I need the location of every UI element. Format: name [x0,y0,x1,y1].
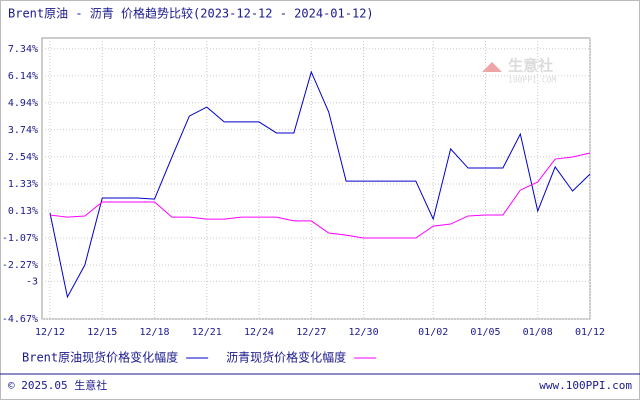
x-tick-label: 12/12 [35,327,65,338]
watermark-brand: 生意社 [508,57,553,75]
x-tick-label: 01/12 [575,327,605,338]
legend-label: 沥青现货价格变化幅度 [226,350,346,365]
x-tick-label: 01/08 [523,327,553,338]
y-tick-label: 3.74% [8,125,38,136]
y-tick-label: -4.67% [2,314,38,325]
x-tick-label: 12/15 [87,327,117,338]
y-tick-label: 2.54% [8,152,38,163]
x-tick-label: 12/27 [296,327,326,338]
y-tick-label: 1.33% [8,179,38,190]
series-line [49,152,591,239]
chart-title: Brent原油 - 沥青 价格趋势比较(2023-12-12 - 2024-01… [8,6,374,21]
x-tick-label: 12/21 [192,327,222,338]
footer-right: www.100PPI.com [539,379,632,392]
y-tick-label: 7.34% [8,44,38,55]
footer-left: © 2025.05 生意社 [8,378,107,392]
y-tick-label: 0.13% [8,206,38,217]
y-tick-label: -1.07% [2,233,38,244]
y-tick-label: -2.27% [2,260,38,271]
legend-label: Brent原油现货价格变化幅度 [22,350,178,365]
x-tick-label: 01/05 [470,327,500,338]
series-line [49,70,591,299]
watermark-site: 100PPI.COM [508,76,556,85]
y-tick-label: 4.94% [8,98,38,109]
y-tick-label: 6.14% [8,71,38,82]
watermark: 生意社 100PPI.COM [482,57,556,85]
x-tick-label: 12/30 [348,327,378,338]
x-tick-label: 12/24 [244,327,274,338]
y-tick-label: -3 [26,276,38,287]
x-tick-label: 01/02 [418,327,448,338]
watermark-icon [482,62,502,72]
x-tick-label: 12/18 [139,327,169,338]
